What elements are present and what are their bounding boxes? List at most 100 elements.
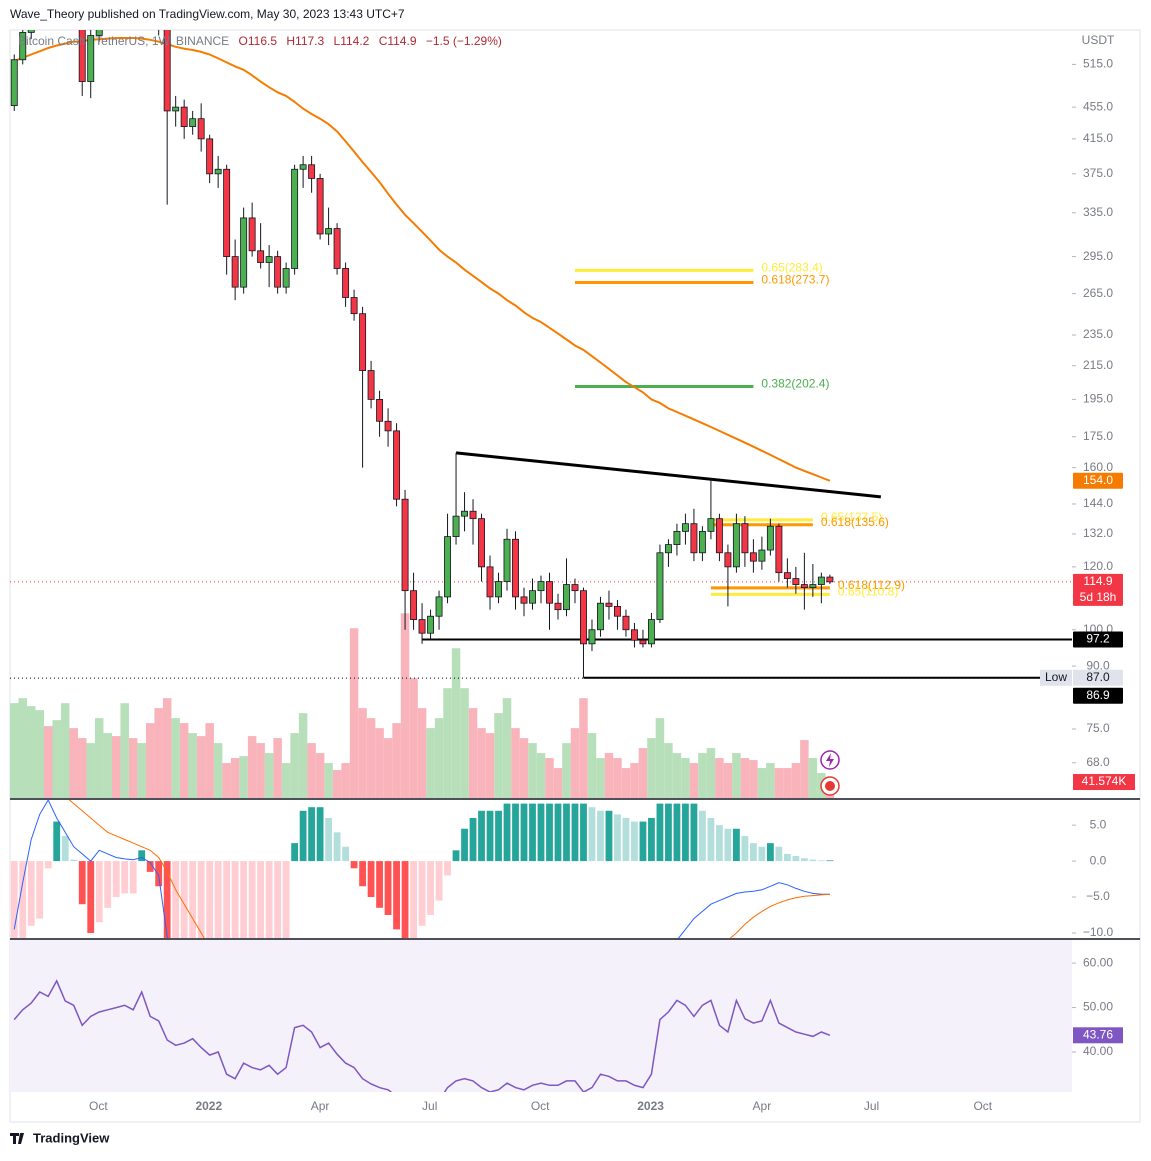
macd-histogram-bar	[775, 846, 783, 862]
candle-body	[376, 398, 384, 422]
signal-line	[68, 800, 830, 938]
y-tick-label: 265.0	[1083, 286, 1113, 300]
x-tick-label: Apr	[311, 1099, 330, 1113]
candle-body	[698, 530, 706, 554]
volume-bar	[205, 723, 214, 798]
rsi-pane-content	[13, 979, 831, 1092]
volume-bar	[434, 718, 444, 798]
macd-histogram-bar	[682, 803, 689, 862]
volume-bar	[247, 736, 257, 798]
rsi-label: 43.76	[1083, 1027, 1113, 1041]
volume-bar	[740, 758, 750, 798]
volume-bar	[188, 733, 197, 798]
macd-tick-label: 0.0	[1090, 853, 1107, 867]
candle-body	[749, 552, 757, 562]
fib-label: 0.618(135.6)	[821, 515, 889, 529]
macd-histogram-bar	[716, 825, 723, 862]
macd-histogram-bar	[172, 861, 180, 938]
macd-histogram-bar	[478, 810, 485, 862]
icon-glyph	[825, 781, 835, 791]
indicator-icons	[820, 750, 840, 796]
price-label-box	[1073, 631, 1123, 648]
candle-body	[384, 420, 392, 432]
macd-histogram-bar	[690, 803, 698, 862]
macd-histogram-bar	[163, 861, 171, 938]
macd-histogram-bar	[367, 861, 375, 898]
volume-bar	[766, 763, 775, 798]
candle-body	[554, 602, 562, 611]
rsi-line	[13, 979, 831, 1092]
footer-brand: TradingView	[33, 1130, 110, 1145]
candle-body	[172, 106, 180, 112]
volume-bar	[400, 613, 410, 798]
volume-bar	[162, 698, 172, 798]
ema-line	[13, 37, 831, 482]
volume-bar	[604, 753, 614, 798]
legend-low: L114.2	[334, 34, 370, 48]
candle-body	[529, 590, 536, 604]
volume-bar	[808, 758, 818, 798]
volume-bar	[621, 768, 631, 798]
macd-histogram-bar	[308, 807, 316, 862]
volume-bar	[196, 736, 206, 798]
volume-bar	[723, 763, 733, 798]
candle-body	[10, 59, 18, 107]
macd-histogram-bar	[95, 861, 103, 923]
y-tick-label: 375.0	[1083, 166, 1113, 180]
candle-body	[333, 228, 341, 269]
y-tick-label: 160.0	[1083, 460, 1113, 474]
volume-bar	[426, 728, 435, 798]
macd-histogram-bar	[766, 843, 774, 862]
macd-histogram-bar	[520, 803, 528, 862]
volume-bar	[324, 763, 333, 798]
rsi-label-box	[1073, 1027, 1123, 1044]
macd-histogram-bar	[325, 817, 332, 862]
candle-body	[495, 581, 502, 598]
macd-tick-label: −5.0	[1086, 889, 1110, 903]
macd-histogram-bar	[444, 861, 451, 876]
volume-bar	[477, 728, 486, 798]
candle-body	[410, 590, 418, 620]
candle-body	[537, 581, 545, 592]
volume-bar	[749, 760, 758, 798]
y-tick-label: 132.0	[1083, 526, 1113, 540]
candle-body	[444, 536, 452, 598]
candle-body	[282, 268, 290, 288]
candle-body	[715, 518, 723, 554]
candle-body	[180, 106, 188, 128]
macd-histogram-bar	[44, 861, 52, 869]
candle-body	[163, 30, 171, 112]
fib-label: 0.618(273.7)	[761, 273, 829, 287]
volume-bar	[417, 708, 427, 798]
footer-logo: TradingView	[10, 1130, 110, 1145]
candle-body	[469, 510, 477, 520]
price-label: 97.2	[1086, 632, 1110, 646]
macd-histogram-bar	[291, 843, 299, 862]
volume-bar	[774, 768, 784, 798]
candle-body	[214, 168, 222, 175]
volume-bar	[349, 628, 359, 798]
macd-histogram-bar	[563, 803, 570, 862]
y-tick-label: 68.0	[1086, 755, 1110, 769]
volume-bar	[375, 728, 384, 798]
volume-bar	[111, 736, 121, 798]
candle-body	[257, 250, 265, 263]
volume-bar	[120, 703, 129, 798]
macd-histogram-bar	[724, 828, 732, 862]
macd-histogram-bar	[418, 861, 426, 926]
candle-body	[622, 615, 630, 631]
x-tick-label: Oct	[973, 1099, 992, 1113]
macd-histogram-bar	[733, 828, 740, 862]
macd-histogram-bar	[435, 861, 443, 901]
volume-bar	[35, 710, 44, 798]
candle-body	[122, 3, 128, 6]
candle-body	[681, 523, 689, 532]
candle-body	[783, 572, 791, 579]
candle-body	[95, 30, 103, 36]
legend-change: −1.5 (−1.29%)	[426, 34, 502, 48]
macd-histogram-bar	[138, 850, 146, 862]
macd-histogram-bar	[741, 835, 749, 862]
logo-mark	[10, 1133, 24, 1144]
candle-body	[809, 584, 817, 588]
volume-bar	[154, 708, 163, 798]
